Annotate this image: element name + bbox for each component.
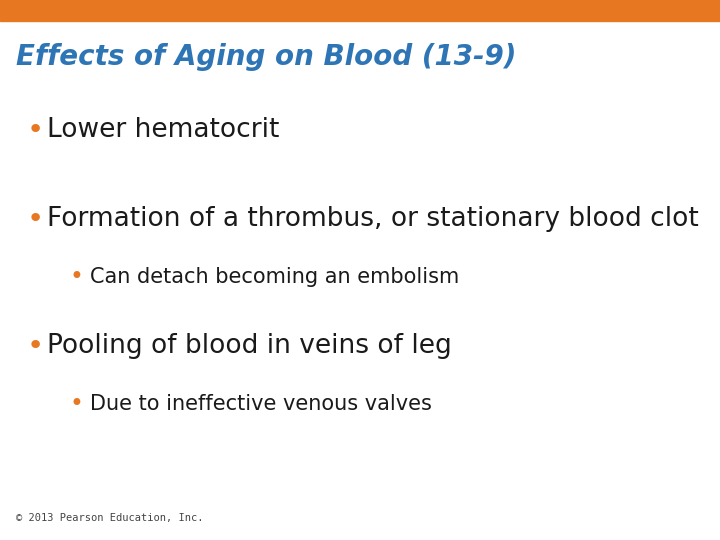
Bar [0,0,720,21]
Text: © 2013 Pearson Education, Inc.: © 2013 Pearson Education, Inc. [16,512,203,523]
Text: Effects of Aging on Blood (13-9): Effects of Aging on Blood (13-9) [16,43,516,71]
Text: Can detach becoming an embolism: Can detach becoming an embolism [90,267,459,287]
Text: •: • [27,332,44,360]
Text: •: • [27,205,44,233]
Text: •: • [27,116,44,144]
Text: Lower hematocrit: Lower hematocrit [47,117,279,143]
Text: •: • [70,265,84,289]
Text: Due to ineffective venous valves: Due to ineffective venous valves [90,394,432,414]
Text: •: • [70,392,84,416]
Text: Pooling of blood in veins of leg: Pooling of blood in veins of leg [47,333,451,359]
Text: Formation of a thrombus, or stationary blood clot: Formation of a thrombus, or stationary b… [47,206,698,232]
